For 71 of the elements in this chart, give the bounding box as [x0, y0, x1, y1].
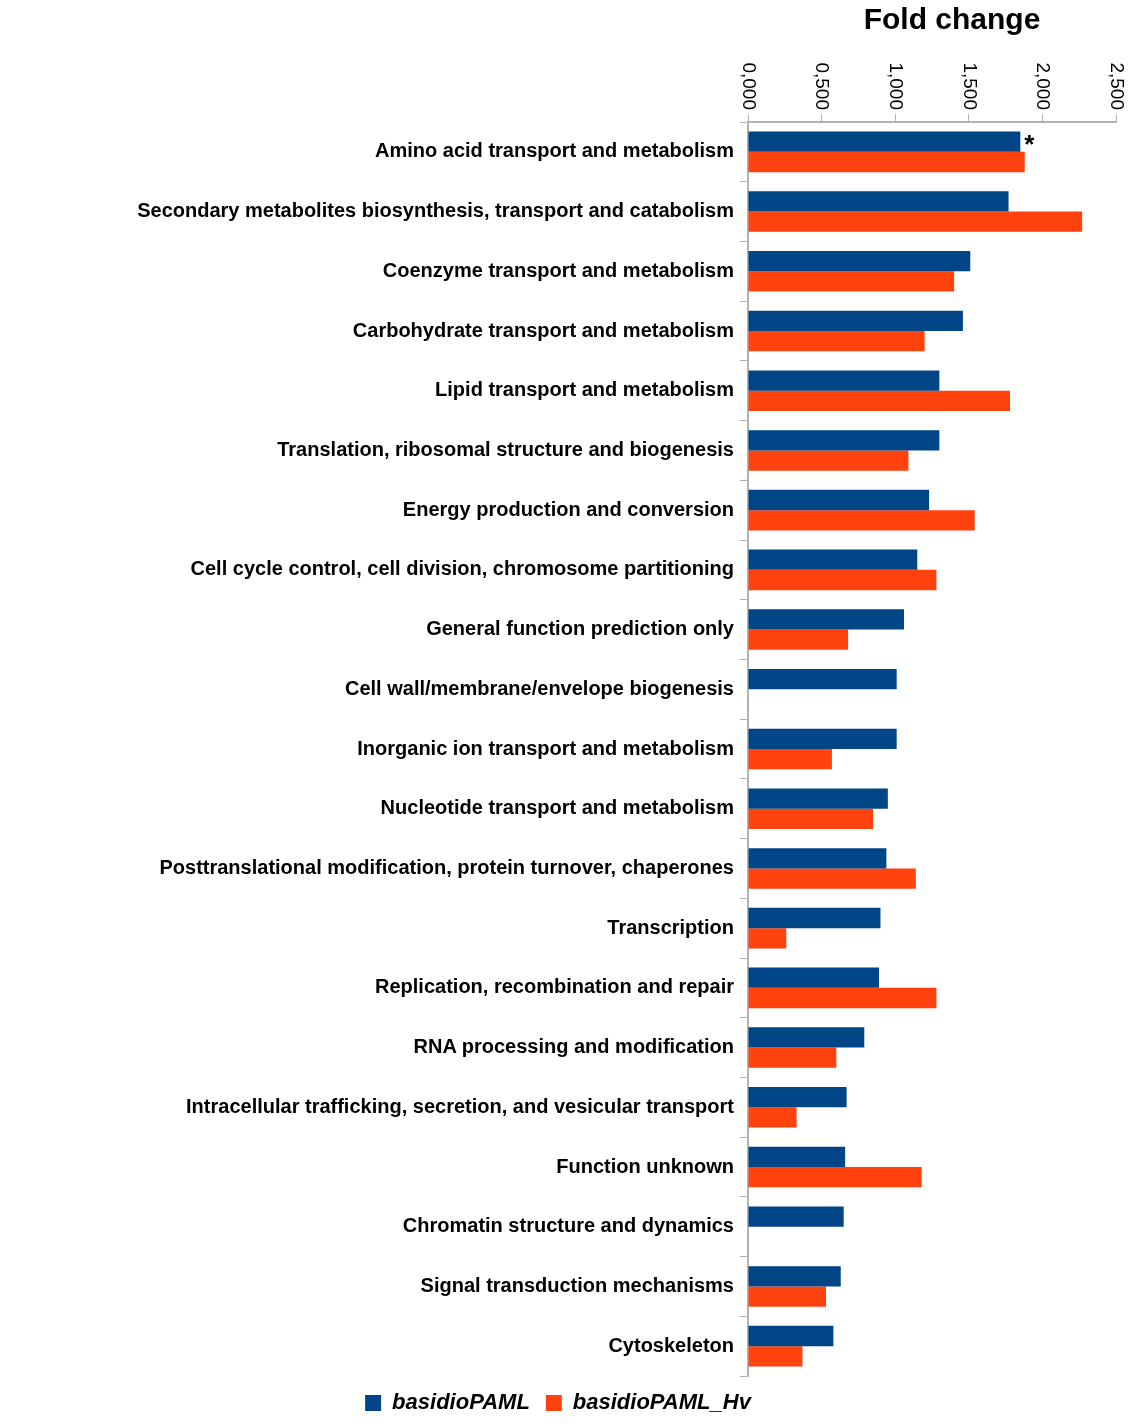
- y-tick-label: Intracellular trafficking, secretion, and vesicular transport: [186, 1094, 735, 1117]
- y-tick-label: Posttranslational modification, protein turnover, chaperones: [159, 855, 734, 878]
- bar: [748, 310, 963, 331]
- bar: [748, 1266, 841, 1287]
- y-tick-label: Cytoskeleton: [608, 1333, 734, 1356]
- bar: [748, 390, 1011, 412]
- y-tick-label: General function prediction only: [426, 617, 735, 640]
- bar: [748, 967, 880, 988]
- y-tick-label: Translation, ribosomal structure and biogenesis: [277, 437, 734, 460]
- bar: [748, 1027, 865, 1048]
- bar: [748, 131, 1021, 152]
- bar: [748, 1167, 922, 1188]
- y-tick-label: RNA processing and modification: [413, 1035, 734, 1058]
- bar: [748, 211, 1083, 232]
- legend-label: basidioPAML_Hv: [572, 1389, 753, 1415]
- bar: [748, 848, 887, 869]
- bar: [748, 1086, 847, 1108]
- bar: [748, 668, 897, 690]
- y-tick-label: Lipid transport and metabolism: [435, 378, 734, 401]
- x-tick-label: 0,500: [812, 62, 834, 110]
- bar: [748, 151, 1025, 173]
- x-tick-label: 1,000: [885, 62, 907, 110]
- y-tick-label: Signal transduction mechanisms: [420, 1273, 734, 1296]
- bar: [748, 1206, 844, 1227]
- bar: [748, 191, 1009, 212]
- bar: [748, 868, 916, 889]
- bar: [748, 928, 787, 949]
- bar: [748, 629, 849, 650]
- bar: [748, 1146, 846, 1167]
- y-tick-label: Replication, recombination and repair: [375, 975, 735, 998]
- bar: [748, 430, 940, 451]
- x-tick-label: 0,000: [738, 62, 760, 110]
- bar: [748, 987, 937, 1009]
- bar: [748, 250, 971, 272]
- bar: [748, 808, 874, 830]
- bar: [748, 510, 975, 531]
- y-tick-label: Nucleotide transport and metabolism: [380, 796, 734, 819]
- y-tick-label: Amino acid transport and metabolism: [375, 139, 734, 162]
- y-tick-label: Cell cycle control, cell division, chromosome partitioning: [190, 557, 734, 580]
- y-tick-label: Inorganic ion transport and metabolism: [357, 736, 734, 759]
- bar: [748, 271, 955, 292]
- y-tick-label: Carbohydrate transport and metabolism: [352, 318, 734, 341]
- bar: [748, 489, 930, 511]
- x-tick-label: 2,500: [1106, 62, 1128, 110]
- bar: [748, 907, 881, 929]
- y-tick-label: Coenzyme transport and metabolism: [382, 258, 734, 281]
- y-tick-label: Chromatin structure and dynamics: [402, 1214, 734, 1237]
- chart-title: Fold change: [863, 2, 1041, 36]
- y-tick-label: Secondary metabolites biosynthesis, transport and catabolism: [137, 199, 734, 222]
- bar: [748, 1107, 797, 1128]
- bar: [748, 788, 888, 809]
- bar: [748, 569, 937, 591]
- bar: [748, 609, 905, 630]
- legend-label: basidioPAML: [392, 1389, 530, 1415]
- bar: [748, 1325, 834, 1347]
- bar: [748, 549, 918, 570]
- y-tick-label: Transcription: [607, 915, 734, 938]
- bar: [748, 1346, 803, 1367]
- y-tick-label: Cell wall/membrane/envelope biogenesis: [344, 676, 734, 699]
- x-tick-label: 1,500: [959, 62, 981, 110]
- bar: [748, 450, 909, 471]
- bar: [748, 728, 897, 749]
- bar: [748, 1047, 837, 1068]
- bar: [748, 370, 940, 391]
- y-tick-label: Energy production and conversion: [402, 497, 734, 520]
- bar: [748, 749, 832, 770]
- annotation: *: [1024, 129, 1036, 160]
- bar: [748, 331, 925, 352]
- bar: [748, 1286, 827, 1307]
- x-tick-label: 2,000: [1033, 62, 1055, 110]
- y-tick-label: Function unknown: [556, 1154, 734, 1177]
